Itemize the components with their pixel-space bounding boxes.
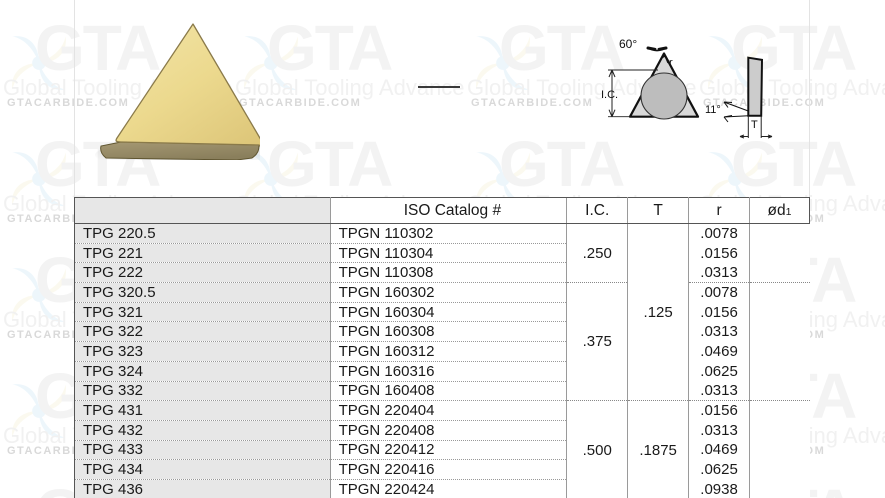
- svg-text:T: T: [751, 119, 758, 131]
- svg-text:60°: 60°: [619, 37, 637, 51]
- svg-text:11°: 11°: [705, 104, 721, 116]
- svg-text:I.C.: I.C.: [601, 89, 618, 101]
- svg-text:r: r: [669, 57, 673, 69]
